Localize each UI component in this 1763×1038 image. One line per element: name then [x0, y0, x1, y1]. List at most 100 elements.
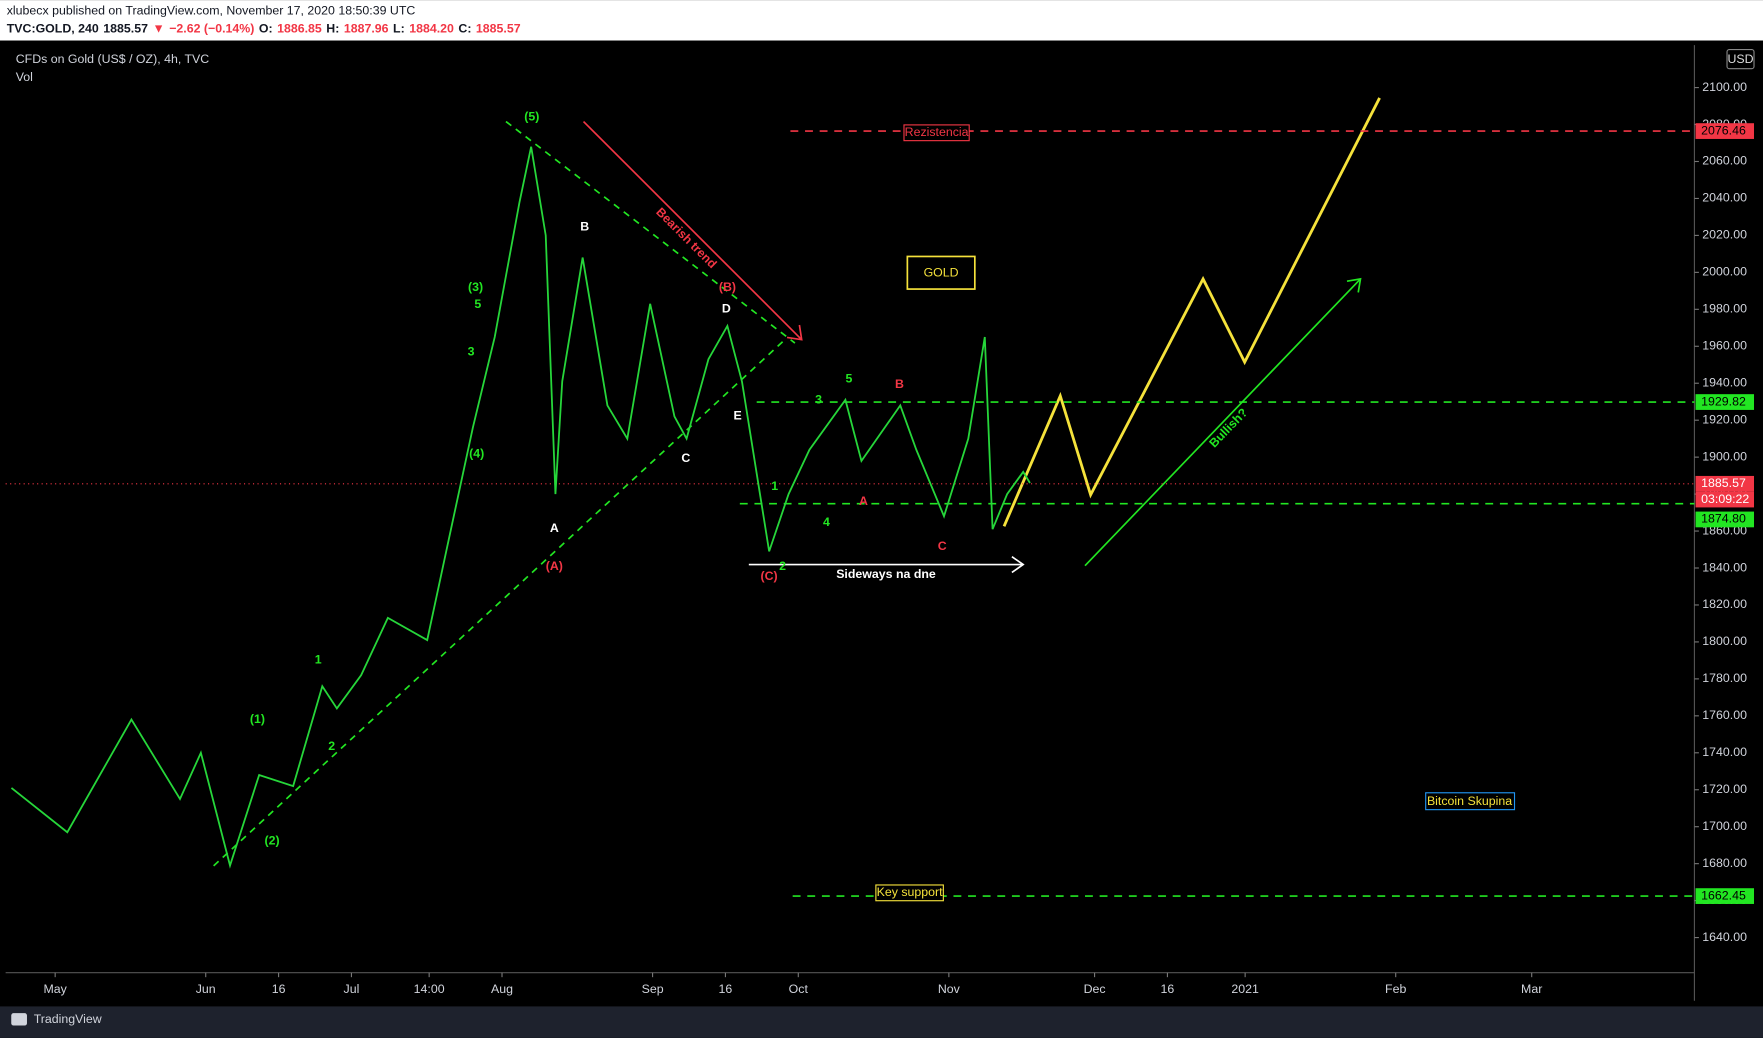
y-tick-label: 1920.00 [1702, 412, 1747, 426]
header-line1: xlubecx published on TradingView.com, No… [7, 4, 416, 18]
bearish-arrow [582, 120, 803, 341]
currency-box [1726, 49, 1755, 70]
price-label-box [1695, 511, 1755, 528]
sideways-label: Sideways na dne [836, 567, 936, 581]
y-tick-label: 2000.00 [1702, 265, 1747, 279]
footer-logo [11, 1013, 27, 1026]
y-tick-label: 1680.00 [1702, 856, 1747, 870]
header-line2: TVC:GOLD, 240 1885.57 ▼ −2.62 (−0.14%) O: 188… [7, 22, 521, 36]
wave-label: (B) [719, 280, 736, 294]
x-tick-label: Jun [196, 982, 216, 996]
y-tick-label: 1780.00 [1702, 671, 1747, 685]
y-tick-label: 1720.00 [1702, 782, 1747, 796]
wave-label: B [895, 377, 904, 391]
y-tick-label: 1700.00 [1702, 819, 1747, 833]
countdown-box [1695, 491, 1755, 508]
btc-box [1425, 792, 1516, 811]
price-label: 1929.82 [1701, 394, 1746, 408]
x-tick-label: 16 [272, 982, 286, 996]
y-tick-label: 2100.00 [1702, 80, 1747, 94]
header-segment: 1886.85 [277, 22, 322, 36]
price-label: 1662.45 [1701, 888, 1746, 902]
gold-box [906, 255, 976, 290]
price-line [10, 146, 1031, 869]
price-label-box [1695, 888, 1755, 904]
wave-label: E [733, 408, 741, 422]
gold-label: GOLD [924, 266, 959, 280]
wave-label: C [681, 451, 690, 465]
price-label-box [1695, 123, 1755, 139]
price-label: 1885.57 [1701, 476, 1746, 490]
wave-label: 1 [315, 652, 322, 666]
wave-label: 5 [474, 297, 481, 311]
x-tick-label: May [43, 982, 67, 996]
x-tick-label: 14:00 [414, 982, 445, 996]
wave-label: (2) [265, 833, 280, 847]
header-segment: C: [458, 22, 471, 36]
resist-label: Rezistencia [905, 125, 969, 139]
header-segment: −2.62 (−0.14%) [169, 22, 254, 36]
header-segment: TVC:GOLD, 240 [7, 22, 99, 36]
wave-label: (3) [468, 280, 483, 294]
y-tick-label: 1820.00 [1702, 597, 1747, 611]
footer-brand: TradingView [34, 1012, 102, 1026]
support-box [875, 884, 944, 902]
y-tick-label: 1760.00 [1702, 708, 1747, 722]
y-tick-label: 1940.00 [1702, 375, 1747, 389]
arrow-head [1346, 277, 1362, 293]
x-tick-label: 16 [1161, 982, 1175, 996]
wave-label: 2 [779, 559, 786, 573]
x-tick-label: 2021 [1231, 982, 1259, 996]
y-tick-label: 1740.00 [1702, 745, 1747, 759]
wave-label: D [722, 302, 731, 316]
header-segment: 1885.57 [476, 22, 521, 36]
header-segment: ▼ [152, 22, 164, 36]
price-label: 2076.46 [1701, 123, 1746, 137]
header-segment: 1887.96 [344, 22, 389, 36]
wave-label: A [859, 494, 868, 508]
y-tick-label: 1800.00 [1702, 634, 1747, 648]
arrow-head [1011, 555, 1025, 574]
wave-label: A [550, 521, 559, 535]
wave-label: 3 [815, 393, 822, 407]
bullish-arrow [1084, 278, 1362, 567]
y-tick-label: 1980.00 [1702, 302, 1747, 316]
y-tick-label: 2060.00 [1702, 154, 1747, 168]
wave-label: (C) [760, 569, 777, 583]
wave-label: (4) [469, 447, 484, 461]
trendline [505, 120, 796, 344]
wave-label: C [938, 539, 947, 553]
y-tick-label: 1840.00 [1702, 560, 1747, 574]
y-tick-label: 1900.00 [1702, 449, 1747, 463]
wave-label: (1) [250, 712, 265, 726]
x-tick-label: Jul [344, 982, 360, 996]
x-tick-label: Sep [642, 982, 664, 996]
x-tick-label: 16 [719, 982, 733, 996]
wave-label: (A) [546, 559, 563, 573]
support-label: Key support [877, 885, 944, 899]
wave-label: 1 [771, 479, 778, 493]
header-segment: 1885.57 [103, 22, 148, 36]
wave-label: 2 [328, 739, 335, 753]
chart-bg [0, 40, 1763, 1007]
footer-bar [0, 1006, 1763, 1038]
header-bar [0, 0, 1763, 41]
x-tick-label: Aug [491, 982, 513, 996]
wave-label: (5) [524, 109, 539, 123]
x-tick-label: Dec [1084, 982, 1106, 996]
price-label: 1874.80 [1701, 512, 1746, 526]
y-tick-label: 1640.00 [1702, 930, 1747, 944]
countdown: 03:09:22 [1701, 492, 1749, 506]
x-tick-label: Mar [1521, 982, 1542, 996]
wave-label: 3 [468, 344, 475, 358]
chart-title: CFDs on Gold (US$ / OZ), 4h, TVC [16, 52, 210, 66]
x-tick-label: Feb [1385, 982, 1406, 996]
y-tick-label: 2020.00 [1702, 228, 1747, 242]
y-tick-label: 2040.00 [1702, 191, 1747, 205]
header-segment: O: [259, 22, 273, 36]
header-segment: H: [326, 22, 339, 36]
btc-label: Bitcoin Skupina [1427, 794, 1512, 808]
arrow-head [786, 324, 803, 341]
